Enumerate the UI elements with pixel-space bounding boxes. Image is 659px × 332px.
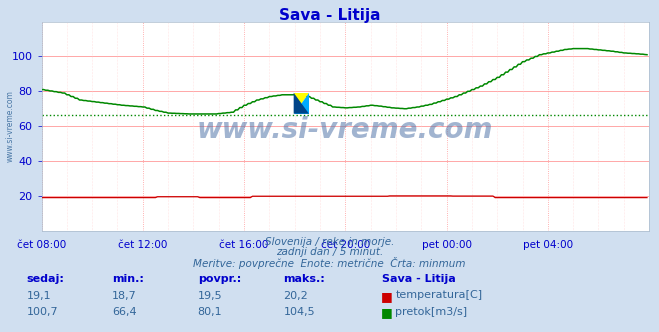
Text: 100,7: 100,7 (26, 307, 58, 317)
Text: Sava - Litija: Sava - Litija (382, 274, 456, 284)
Text: min.:: min.: (112, 274, 144, 284)
Text: 19,5: 19,5 (198, 290, 222, 300)
Text: pretok[m3/s]: pretok[m3/s] (395, 307, 467, 317)
Text: temperatura[C]: temperatura[C] (395, 290, 482, 300)
FancyBboxPatch shape (0, 0, 659, 293)
Text: 18,7: 18,7 (112, 290, 137, 300)
Text: Sava - Litija: Sava - Litija (279, 8, 380, 23)
Text: www.si-vreme.com: www.si-vreme.com (5, 90, 14, 162)
Text: zadnji dan / 5 minut.: zadnji dan / 5 minut. (276, 247, 383, 257)
Text: maks.:: maks.: (283, 274, 325, 284)
Text: 104,5: 104,5 (283, 307, 315, 317)
Text: povpr.:: povpr.: (198, 274, 241, 284)
Polygon shape (294, 93, 309, 114)
Text: Meritve: povprečne  Enote: metrične  Črta: minmum: Meritve: povprečne Enote: metrične Črta:… (193, 257, 466, 269)
Text: Slovenija / reke in morje.: Slovenija / reke in morje. (265, 237, 394, 247)
Polygon shape (294, 93, 309, 114)
Polygon shape (294, 93, 309, 114)
Text: 80,1: 80,1 (198, 307, 222, 317)
Text: ■: ■ (381, 306, 393, 319)
Text: ■: ■ (381, 290, 393, 303)
Text: 19,1: 19,1 (26, 290, 51, 300)
Text: www.si-vreme.com: www.si-vreme.com (197, 116, 494, 144)
Text: sedaj:: sedaj: (26, 274, 64, 284)
Text: 20,2: 20,2 (283, 290, 308, 300)
Text: 66,4: 66,4 (112, 307, 136, 317)
